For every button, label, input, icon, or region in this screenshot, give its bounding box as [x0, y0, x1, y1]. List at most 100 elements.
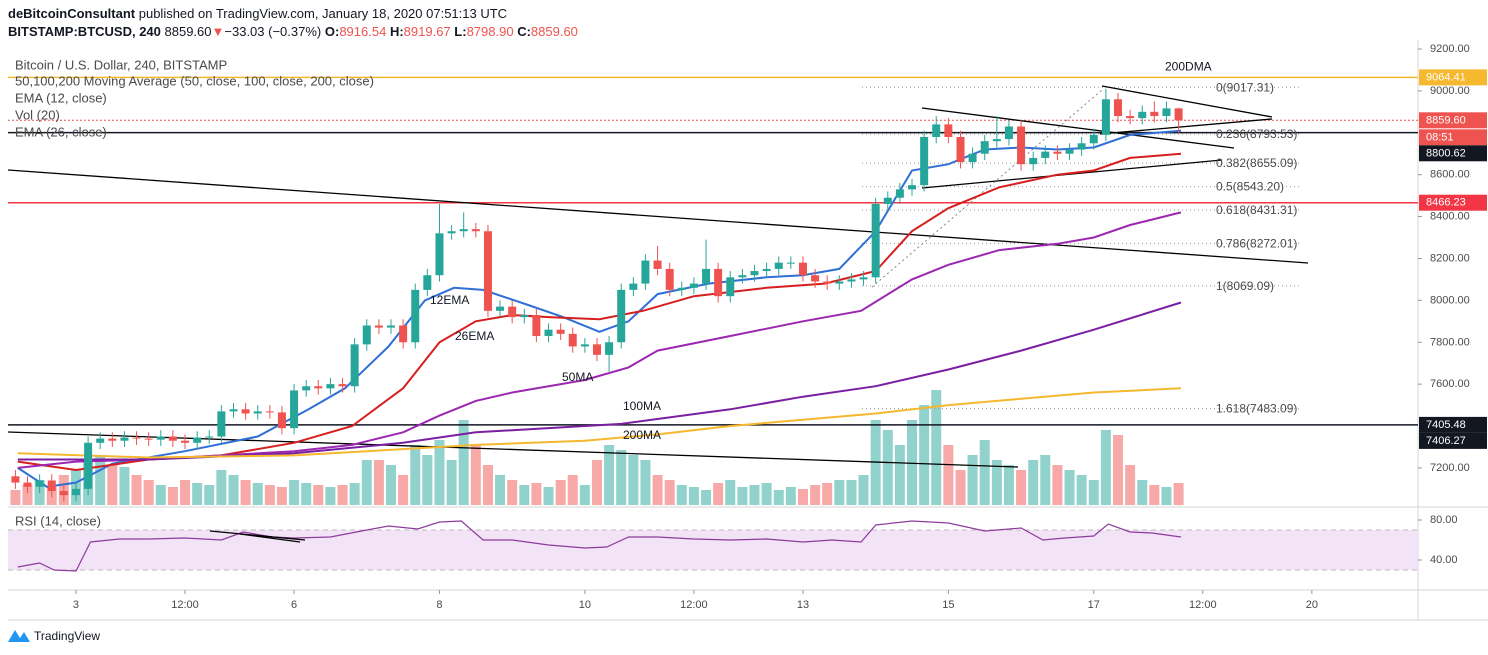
published: published on TradingView.com, January 18… — [139, 6, 507, 21]
candle-body — [605, 342, 614, 355]
volume-bar — [1076, 475, 1087, 505]
volume-bar — [688, 487, 699, 505]
rsi-tick-label: 40.00 — [1430, 554, 1458, 566]
volume-bar — [882, 430, 893, 505]
symbol: BITSTAMP:BTCUSD, 240 — [8, 24, 161, 39]
x-tick-label: 8 — [436, 599, 442, 611]
level-name: 200DMA — [1165, 59, 1212, 73]
price-box-label: 9064.41 — [1426, 71, 1466, 83]
candle-body — [265, 411, 274, 413]
logo: TradingView — [8, 629, 100, 643]
candle-body — [1077, 143, 1086, 150]
logo-text: TradingView — [34, 629, 100, 643]
volume-bar — [22, 485, 33, 505]
candle-body — [859, 277, 868, 280]
x-tick-label: 12:00 — [680, 599, 708, 611]
price-box — [1419, 69, 1487, 86]
legend-item: 50,100,200 Moving Average (50, close, 10… — [15, 74, 374, 89]
volume-bar — [822, 483, 833, 505]
candle-body — [1126, 116, 1135, 119]
volume-bar — [592, 460, 603, 505]
volume-bar — [737, 487, 748, 505]
publisher: deBitcoinConsultant — [8, 6, 136, 21]
trend-line — [1101, 85, 1273, 118]
volume-bar — [240, 480, 251, 505]
candle-body — [229, 409, 238, 412]
volume-bar — [143, 480, 154, 505]
fib-label: 0.786(8272.01) — [1216, 236, 1297, 250]
candle-body — [738, 275, 747, 278]
volume-bar — [1088, 480, 1099, 505]
candle-body — [277, 412, 286, 429]
volume-bar — [155, 485, 166, 505]
volume-bar — [313, 485, 324, 505]
volume-bar — [628, 455, 639, 505]
candle-body — [750, 271, 759, 276]
volume-bar — [810, 485, 821, 505]
candle-body — [520, 315, 529, 318]
candle-body — [665, 268, 674, 290]
candle-body — [350, 344, 359, 387]
candle-body — [968, 153, 977, 163]
candle-body — [629, 283, 638, 290]
fib-diagonal — [871, 89, 1103, 288]
candle-body — [399, 325, 408, 343]
x-tick-label: 12:00 — [171, 599, 199, 611]
ohlc-value: 8916.54 — [339, 24, 386, 39]
ohlc-value: 8798.90 — [467, 24, 514, 39]
volume-bar — [531, 483, 542, 505]
rsi-band — [8, 530, 1418, 570]
candle-body — [290, 390, 299, 429]
volume-bar — [192, 483, 203, 505]
volume-bar — [446, 460, 457, 505]
label-layer: Bitcoin / U.S. Dollar, 240, BITSTAMP 50,… — [15, 43, 1487, 611]
candle-body — [895, 189, 904, 198]
ma-line — [17, 129, 1182, 488]
y-tick-label: 9000.00 — [1430, 85, 1470, 97]
volume-bar — [482, 465, 493, 505]
y-tick-label: 7600.00 — [1430, 378, 1470, 390]
volume-bar — [1149, 485, 1160, 505]
volume-bar — [204, 485, 215, 505]
candle-body — [471, 229, 480, 232]
volume-bar — [979, 440, 990, 505]
volume-bar — [1173, 483, 1184, 505]
volume-bar — [434, 440, 445, 505]
header-line-1: deBitcoinConsultant published on Trading… — [8, 6, 507, 21]
ma-label: 50MA — [562, 370, 593, 384]
volume-bar — [652, 475, 663, 505]
volume-bar — [1100, 430, 1111, 505]
candle-body — [362, 325, 371, 345]
candle-body — [980, 141, 989, 154]
candle-body — [714, 268, 723, 297]
candle-body — [386, 325, 395, 328]
ma-label: 26EMA — [455, 329, 494, 343]
candle-body — [205, 436, 214, 438]
candle-body — [883, 197, 892, 205]
candle-body — [920, 136, 929, 186]
volume-bar — [95, 455, 106, 505]
candle-body — [1089, 134, 1098, 144]
candle-body — [84, 442, 93, 489]
volume-bar — [373, 460, 384, 505]
volume-bar — [289, 480, 300, 505]
ma-line — [17, 301, 1182, 461]
ohlc-key: H: — [390, 24, 404, 39]
volume-bar — [676, 485, 687, 505]
ohlc-key: O: — [325, 24, 339, 39]
candle-body — [677, 287, 686, 290]
candle-body — [1065, 149, 1074, 154]
logo-icon — [8, 630, 30, 642]
candle-body — [374, 325, 383, 328]
x-tick-label: 10 — [579, 599, 591, 611]
candle-body — [156, 436, 165, 440]
candle-body — [544, 329, 553, 336]
countdown-label: 08:51 — [1426, 131, 1454, 143]
candle-body — [932, 124, 941, 137]
candle-body — [1138, 111, 1147, 119]
fib-label: 0(9017.31) — [1216, 80, 1274, 94]
volume-bar — [725, 480, 736, 505]
volume-bar — [894, 445, 905, 505]
candle-body — [144, 438, 153, 440]
